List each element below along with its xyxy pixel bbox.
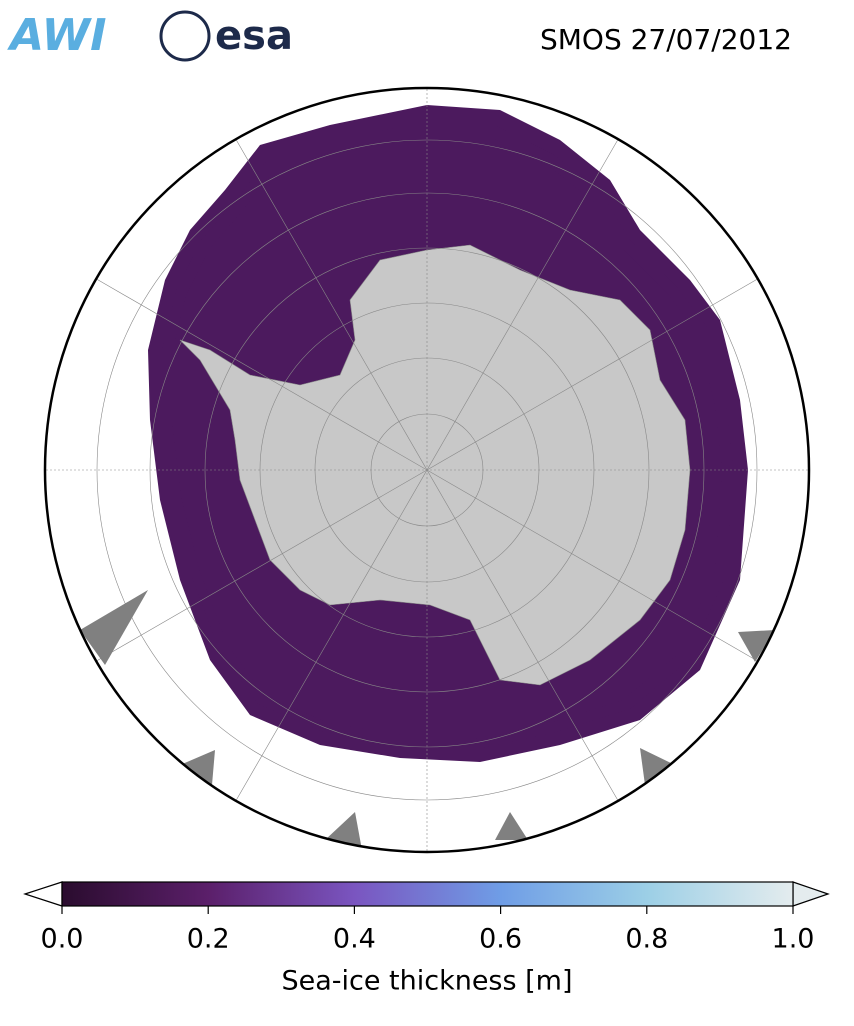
colorbar-extend-high [792,881,830,907]
colorbar-tick-label: 0.8 [625,924,668,955]
esa-emblem [159,10,211,62]
map-title: SMOS 27/07/2012 [540,23,792,56]
graticule [45,88,809,852]
colorbar-scale [61,881,794,907]
awi-logo: AWI [7,10,107,61]
colorbar-label: Sea-ice thickness [m] [281,966,572,997]
colorbar-tick-label: 0.4 [333,924,376,955]
colorbar-tick-label: 0.2 [187,924,230,955]
antarctica [179,244,691,686]
colorbar-tick-label: 1.0 [772,924,815,955]
colorbar [23,881,830,914]
esa-logo: esa [215,13,293,59]
colorbar-tick-label: 0.0 [41,924,84,955]
map-frame [43,86,811,854]
map [45,88,809,852]
land-fragments [80,590,775,850]
colorbar-tick-label: 0.6 [479,924,522,955]
colorbar-extend-low [23,881,63,907]
